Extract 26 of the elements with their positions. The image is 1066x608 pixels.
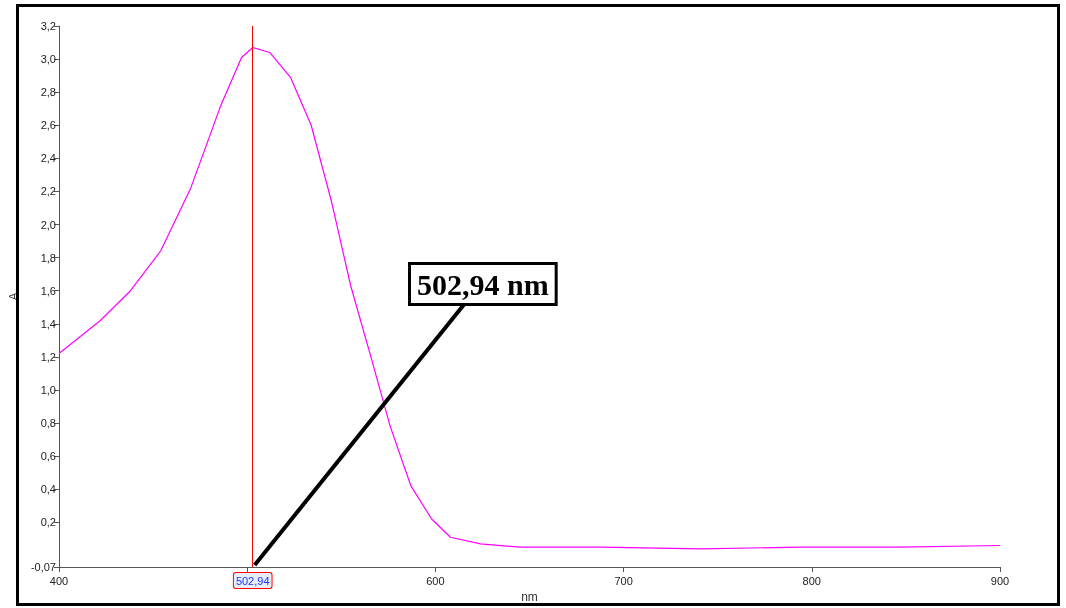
x-tick-label: 400 [49,574,69,587]
y-tick-label: 0,4 [40,483,56,496]
y-tick-label: 0,8 [40,417,56,430]
y-tick-label: 0,6 [40,450,56,463]
x-tick-label: 900 [990,574,1010,587]
y-tick-label: -0,07 [30,561,56,573]
y-tick-label: 1,2 [40,350,56,363]
y-tick-label: 3,2 [40,20,56,32]
y-tick-label: 1,6 [40,284,56,297]
x-tick-label: 800 [802,574,821,587]
y-tick-label: 1,0 [40,383,56,396]
y-tick-label: 1,4 [40,317,56,330]
x-tick-label: 700 [614,574,633,587]
y-tick-label: 2,4 [40,152,56,165]
y-tick-label: 2,6 [40,119,56,132]
y-tick-label: 2,2 [40,185,56,198]
y-tick-label: 0,2 [40,516,56,529]
y-tick-label: 3,0 [40,53,56,66]
ref-line-label: 502,94 [235,574,270,587]
x-axis-title: nm [521,589,538,604]
x-tick-label: 600 [426,574,445,587]
line-series [58,46,1001,550]
y-tick-label: 2,0 [40,218,56,231]
annotation: 502,94 nm [417,267,549,301]
y-tick-label: 1,8 [40,251,56,264]
y-tick-label: 2,8 [40,86,56,99]
